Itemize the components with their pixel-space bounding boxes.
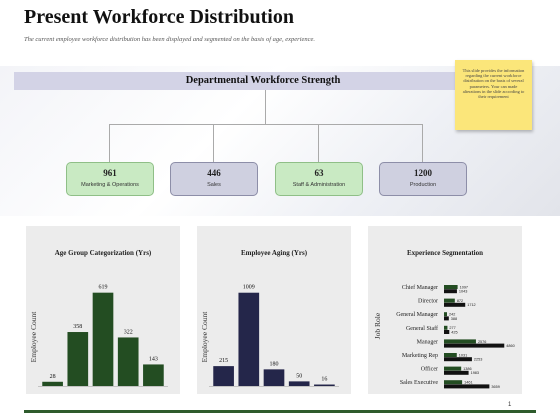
chart-title: Experience Segmentation — [406, 249, 483, 257]
category-label: Officer — [421, 366, 438, 373]
category-label: General Manager — [396, 312, 438, 318]
department-header-bar: Departmental Workforce Strength — [14, 72, 512, 90]
bar — [263, 369, 285, 386]
department-count: 446 — [207, 168, 221, 178]
data-label: 3659 — [491, 385, 499, 389]
data-label: 242 — [449, 313, 455, 317]
bar — [444, 302, 466, 307]
bar — [444, 312, 448, 317]
bar — [444, 285, 458, 289]
department-count: 961 — [103, 168, 117, 178]
category-label: Marketing Rep — [402, 353, 438, 359]
employee-aging-chart: 215 1009 180 50 16 Employee Count — [200, 285, 339, 387]
category-label: Sales Executive — [400, 380, 438, 386]
data-label: 1009 — [243, 285, 255, 291]
department-box-marketing: 961 Marketing & Operations — [66, 162, 154, 196]
data-label: 4860 — [506, 344, 514, 348]
department-label: Staff & Administration — [292, 182, 346, 188]
bar — [117, 337, 139, 386]
connector-drop-2 — [213, 124, 214, 162]
bar — [143, 364, 164, 386]
data-label: 2576 — [478, 340, 486, 344]
data-label: 1043 — [459, 290, 467, 294]
bar — [238, 292, 260, 386]
bar — [444, 316, 449, 321]
bar — [67, 332, 89, 386]
bar — [444, 353, 457, 357]
category-label: General Staff — [406, 325, 438, 332]
department-label: Sales — [207, 182, 221, 188]
employee-aging-chart-panel: Employee Aging (Yrs) 215 1009 180 50 16 Emplo… — [197, 226, 351, 394]
data-label: 2253 — [474, 358, 482, 362]
sticky-note-text: This slide provides the information rega… — [462, 68, 525, 100]
chart-title: Employee Aging (Yrs) — [240, 249, 308, 257]
connector-drop-3 — [318, 124, 319, 162]
bar — [444, 384, 490, 389]
department-label: Marketing & Operations — [81, 182, 139, 188]
data-label: 1031 — [459, 353, 467, 357]
page-title: Present Workforce Distribution — [24, 6, 294, 28]
data-label: 16 — [321, 377, 327, 383]
data-label: 619 — [99, 285, 108, 291]
bar — [42, 381, 63, 386]
bar — [444, 380, 463, 385]
bar — [288, 381, 310, 386]
y-axis-label: Employee Count — [200, 311, 209, 363]
data-label: 1461 — [464, 381, 472, 385]
department-box-sales: 446 Sales — [170, 162, 258, 196]
data-label: 872 — [457, 299, 463, 303]
department-label: Production — [409, 182, 437, 188]
bar — [444, 343, 505, 348]
category-label: Chief Manager — [402, 284, 438, 291]
data-label: 180 — [270, 361, 279, 367]
y-axis-label: Employee Count — [29, 311, 38, 363]
bar — [314, 384, 335, 386]
y-axis-label: Job Role — [373, 312, 382, 339]
data-label: 1712 — [467, 303, 475, 307]
bar — [444, 357, 472, 362]
bar — [92, 292, 114, 386]
bar — [213, 366, 234, 386]
bar — [444, 339, 476, 344]
connector-horizontal — [109, 124, 422, 125]
department-box-production: 1200 Production — [379, 162, 467, 196]
department-count: 63 — [314, 168, 324, 178]
connector-drop-1 — [109, 124, 110, 162]
bar — [444, 366, 462, 371]
connector-trunk — [265, 90, 266, 124]
data-label: 1097 — [460, 285, 468, 289]
category-label: Manager — [417, 339, 438, 345]
data-label: 322 — [124, 329, 133, 335]
bar — [444, 298, 455, 303]
age-group-chart: 28 358 619 322 143 Employee Count — [29, 285, 168, 387]
bar — [444, 330, 450, 334]
connector-drop-4 — [422, 124, 423, 162]
experience-chart-panel: Experience Segmentation Chief Manager 109… — [368, 226, 522, 394]
chart-title: Age Group Categorization (Yrs) — [54, 249, 152, 257]
page-number: 1 — [508, 402, 512, 408]
data-label: 50 — [296, 373, 302, 379]
department-count: 1200 — [414, 168, 432, 178]
data-label: 388 — [451, 317, 457, 321]
bar — [444, 325, 448, 330]
page-subtitle: The current employee workforce distribut… — [24, 36, 316, 43]
department-box-staff-admin: 63 Staff & Administration — [275, 162, 363, 196]
age-group-chart-panel: Age Group Categorization (Yrs) 28 358 619 3… — [26, 226, 180, 394]
data-label: 1983 — [471, 371, 479, 375]
data-label: 358 — [73, 324, 82, 330]
data-label: 215 — [219, 358, 228, 364]
sticky-note: This slide provides the information rega… — [455, 60, 532, 130]
data-label: 277 — [449, 326, 455, 330]
footer-bar — [24, 410, 536, 413]
data-label: 425 — [451, 330, 457, 334]
bar — [444, 289, 457, 294]
data-label: 1386 — [463, 367, 471, 371]
data-label: 143 — [149, 356, 158, 362]
category-label: Director — [418, 299, 438, 305]
bar — [444, 370, 469, 375]
data-label: 28 — [50, 374, 56, 380]
